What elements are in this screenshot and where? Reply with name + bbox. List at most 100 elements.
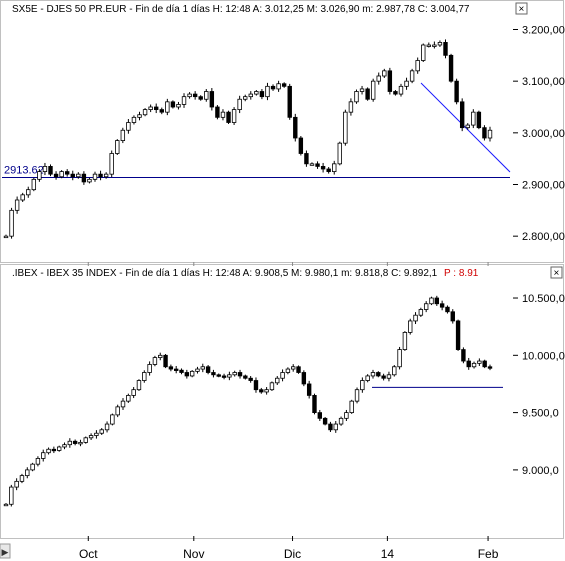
top-candle [465,123,470,130]
top-candle [198,95,203,101]
top-candle [359,85,365,95]
bottom-candle [120,398,126,410]
bottom-candle [46,447,51,455]
bottom-candle [78,439,83,447]
top-candle [165,98,170,116]
top-candle [59,170,64,179]
top-candle [170,100,176,109]
bottom-candle [418,307,424,317]
top-candle [326,167,331,174]
bottom-candle [301,370,307,387]
top-candle [304,150,309,167]
top-candle [231,107,237,125]
top-candle [432,41,437,49]
top-candle [20,192,25,202]
bottom-chart-title: .IBEX - IBEX 35 INDEX - Fin de día 1 día… [12,268,479,279]
top-candle [14,196,20,214]
top-candle [98,170,103,181]
top-candle [287,83,292,120]
bottom-candle [306,380,312,399]
top-candle [293,113,298,142]
bottom-candle [482,359,487,369]
bottom-candle [317,409,323,421]
top-candle [192,91,198,100]
bottom-candle [3,502,9,507]
top-annotation-lines: 2913.62 [2,82,511,178]
bottom-candle [429,296,434,306]
top-candle [70,170,75,181]
top-candle [459,98,465,132]
top-y-tick-label: 3.100,00 [522,76,565,88]
bottom-candle [35,456,41,467]
top-candle [226,110,231,124]
top-candle [382,68,387,78]
top-candle [92,171,98,182]
bottom-candle [158,352,163,361]
bottom-y-tick-label: 9.500,0 [522,408,559,420]
bottom-candle [62,442,67,450]
bottom-candle [142,370,147,383]
top-candle [276,80,281,92]
top-candle [393,90,398,96]
top-candle [103,172,109,179]
top-y-axis: 2.800,00 2.900,00 3.000,00 3.100,00 3.200,00 [513,25,565,243]
top-candle [37,169,42,182]
bottom-panel-close-button[interactable]: × [550,266,563,279]
bottom-candle [227,371,232,381]
top-candle [131,115,137,125]
bottom-candle [333,420,338,433]
bottom-candle [439,300,445,311]
bottom-candle [280,369,285,382]
bottom-candle [9,484,14,507]
bottom-candle [253,377,259,393]
bottom-candle [131,387,136,399]
top-candle [159,107,164,115]
bottom-candle [72,439,78,446]
bottom-candle [376,371,381,378]
top-candle [42,162,48,176]
bottom-candle [328,421,333,432]
bottom-candle [88,433,94,441]
bottom-candle [413,312,418,325]
bottom-candle [370,369,376,379]
bottom-candle [408,318,413,335]
bottom-candle [434,295,440,306]
bottom-candle [104,421,110,433]
bottom-candle [365,374,370,383]
top-candle [426,42,432,48]
top-candle [237,95,242,114]
top-candle [248,91,253,100]
top-candle [270,84,276,91]
bottom-candle [205,365,211,375]
x-tick-label: Dic [284,547,301,561]
top-candle [26,186,31,198]
top-candle [471,109,476,129]
top-y-tick-label: 2.800,00 [522,231,565,243]
bottom-candle [14,478,19,491]
top-panel-close-button[interactable]: × [515,2,528,15]
bottom-candle [248,376,253,383]
bottom-candle [168,364,174,372]
top-candle [81,171,87,185]
bottom-candle [402,331,408,351]
bottom-candle [216,373,221,378]
top-candle [126,119,131,134]
scroll-left-handle[interactable]: ▶ [0,543,11,559]
x-tick-label: 14 [381,547,395,561]
bottom-candle [56,445,62,452]
bottom-candle [322,417,328,426]
top-candle [398,83,404,97]
bottom-panel-frame [0,264,564,539]
top-candle [109,150,114,178]
top-candle [337,141,342,166]
bottom-y-axis: 9.000,0 9.500,0 10.000,0 10.500,0 [513,293,565,477]
top-candle [115,139,120,155]
bottom-candle [259,387,264,394]
bottom-candle [466,357,471,370]
top-candle [298,136,304,156]
top-candle [354,89,359,104]
top-candle [409,68,415,84]
bottom-candle [189,370,195,378]
svg-text:▶: ▶ [2,547,9,557]
top-candle [415,57,420,74]
